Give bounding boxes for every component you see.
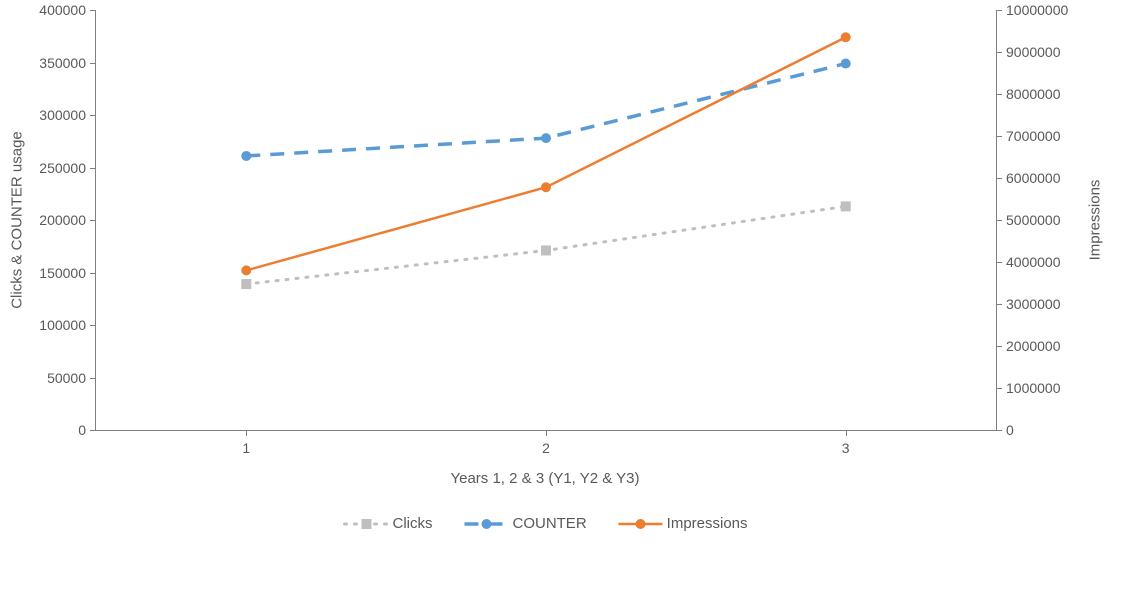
y-left-tick-label: 200000 <box>39 212 96 228</box>
y-right-tick-label: 2000000 <box>996 338 1061 354</box>
series-marker <box>241 279 251 289</box>
series-marker <box>841 32 851 42</box>
y-right-axis-title: Impressions <box>1087 180 1104 261</box>
x-tick-label: 3 <box>842 430 850 456</box>
legend-swatch-icon <box>617 516 665 532</box>
x-axis-title: Years 1, 2 & 3 (Y1, Y2 & Y3) <box>450 470 639 487</box>
y-left-tick-label: 50000 <box>47 370 96 386</box>
legend-item-impressions: Impressions <box>617 515 748 532</box>
y-right-tick-label: 9000000 <box>996 44 1061 60</box>
legend-swatch-icon <box>342 516 390 532</box>
chart-frame: 0500001000001500002000002500003000003500… <box>0 0 1132 598</box>
series-marker <box>241 265 251 275</box>
y-left-axis-title: Clicks & COUNTER usage <box>9 131 26 309</box>
y-left-tick-label: 300000 <box>39 107 96 123</box>
y-right-tick-label: 1000000 <box>996 380 1061 396</box>
plot-area: 0500001000001500002000002500003000003500… <box>95 10 997 431</box>
series-marker <box>841 59 851 69</box>
y-right-tick-label: 5000000 <box>996 212 1061 228</box>
y-left-tick-label: 250000 <box>39 160 96 176</box>
x-tick-label: 2 <box>542 430 550 456</box>
y-left-tick-label: 150000 <box>39 265 96 281</box>
series-line-impressions <box>246 37 845 270</box>
series-marker <box>541 133 551 143</box>
legend: Clicks COUNTER Impressions <box>342 515 747 532</box>
series-marker <box>241 151 251 161</box>
y-right-tick-label: 3000000 <box>996 296 1061 312</box>
legend-item-counter: COUNTER <box>462 515 586 532</box>
y-right-tick-label: 10000000 <box>996 2 1068 18</box>
series-svg <box>96 10 996 430</box>
legend-item-clicks: Clicks <box>342 515 432 532</box>
x-tick-label: 1 <box>242 430 250 456</box>
legend-label: Clicks <box>392 515 432 532</box>
y-right-tick-label: 8000000 <box>996 86 1061 102</box>
y-left-tick-label: 100000 <box>39 317 96 333</box>
y-right-tick-label: 4000000 <box>996 254 1061 270</box>
series-marker <box>841 201 851 211</box>
y-right-tick-label: 7000000 <box>996 128 1061 144</box>
y-left-tick-label: 0 <box>78 422 96 438</box>
legend-label: COUNTER <box>512 515 586 532</box>
y-left-tick-label: 350000 <box>39 55 96 71</box>
y-left-tick-label: 400000 <box>39 2 96 18</box>
series-marker <box>541 245 551 255</box>
legend-swatch-icon <box>462 516 510 532</box>
series-marker <box>541 182 551 192</box>
legend-label: Impressions <box>667 515 748 532</box>
y-right-tick-label: 0 <box>996 422 1014 438</box>
y-right-tick-label: 6000000 <box>996 170 1061 186</box>
